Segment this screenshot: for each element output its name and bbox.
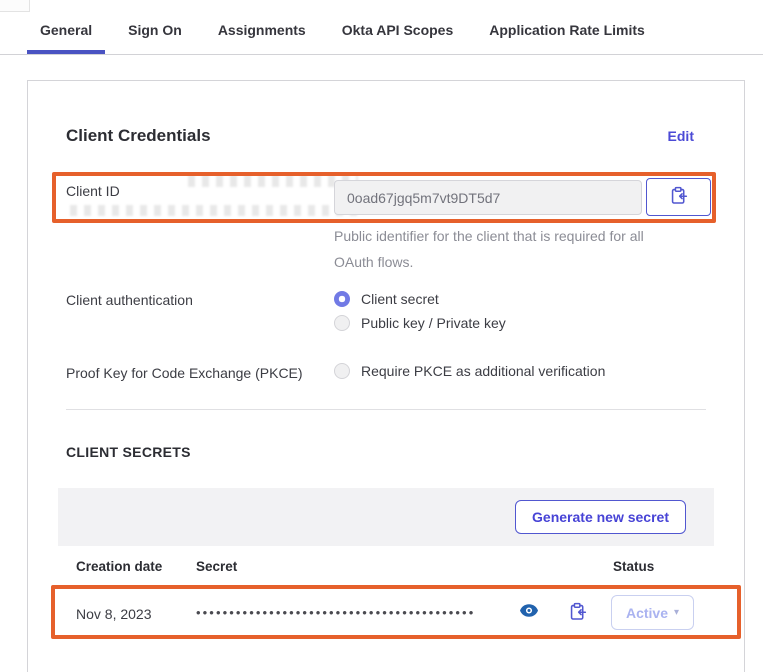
clipboard-copy-icon [568,602,587,624]
checkbox-unchecked-icon[interactable] [334,363,350,379]
tab-assignments[interactable]: Assignments [217,22,306,38]
radio-public-private-key-label: Public key / Private key [361,315,506,331]
pkce-option-label: Require PKCE as additional verification [361,363,606,379]
client-authentication-label: Client authentication [66,292,193,308]
reveal-secret-button[interactable] [520,604,538,620]
copy-client-id-button[interactable] [646,178,711,216]
status-dropdown-active[interactable]: Active ▾ [611,595,694,630]
chevron-down-icon: ▾ [674,607,680,618]
eye-icon [520,604,538,620]
redaction-smudge [188,175,358,187]
client-secrets-title: CLIENT SECRETS [66,444,191,460]
masked-secret-value: ••••••••••••••••••••••••••••••••••••••••… [196,605,476,620]
status-dropdown-label: Active [625,604,668,621]
client-id-value-field[interactable]: 0oad67jgq5m7vt9DT5d7 [334,180,642,215]
clipboard-copy-icon [669,186,688,208]
secret-creation-date: Nov 8, 2023 [76,606,152,622]
redaction-smudge [70,205,358,216]
radio-unselected-icon[interactable] [334,315,350,331]
tab-application-rate-limits[interactable]: Application Rate Limits [489,22,645,38]
tab-general[interactable]: General [27,0,106,54]
screenshot-edge-artifact [0,0,30,12]
header-creation-date: Creation date [76,559,163,574]
section-divider [66,409,706,410]
radio-selected-icon[interactable] [334,291,350,307]
header-status: Status [613,559,655,574]
header-secret: Secret [196,559,238,574]
table-row: Nov 8, 2023 ••••••••••••••••••••••••••••… [58,586,714,640]
tab-okta-api-scopes[interactable]: Okta API Scopes [341,22,454,38]
pkce-label: Proof Key for Code Exchange (PKCE) [66,365,303,381]
secrets-toolbar: Generate new secret [58,488,714,546]
copy-secret-button[interactable] [568,602,587,624]
client-credentials-card: Client Credentials Edit Client ID 0oad67… [27,80,745,672]
generate-new-secret-button[interactable]: Generate new secret [515,500,686,534]
client-credentials-title: Client Credentials [66,126,211,145]
client-secrets-panel: Generate new secret Creation date Secret… [58,488,714,640]
edit-link[interactable]: Edit [667,128,694,144]
tab-sign-on[interactable]: Sign On [128,22,182,38]
secrets-table-header: Creation date Secret Status [58,546,714,586]
radio-public-private-key[interactable]: Public key / Private key [334,315,506,331]
client-id-label: Client ID [66,183,120,199]
client-id-value: 0oad67jgq5m7vt9DT5d7 [347,189,501,206]
client-id-help-text: Public identifier for the client that is… [334,228,644,270]
radio-client-secret[interactable]: Client secret [334,291,439,307]
tab-bar: General Sign On Assignments Okta API Sco… [0,0,763,55]
radio-client-secret-label: Client secret [361,291,439,307]
pkce-checkbox-row[interactable]: Require PKCE as additional verification [334,363,605,379]
